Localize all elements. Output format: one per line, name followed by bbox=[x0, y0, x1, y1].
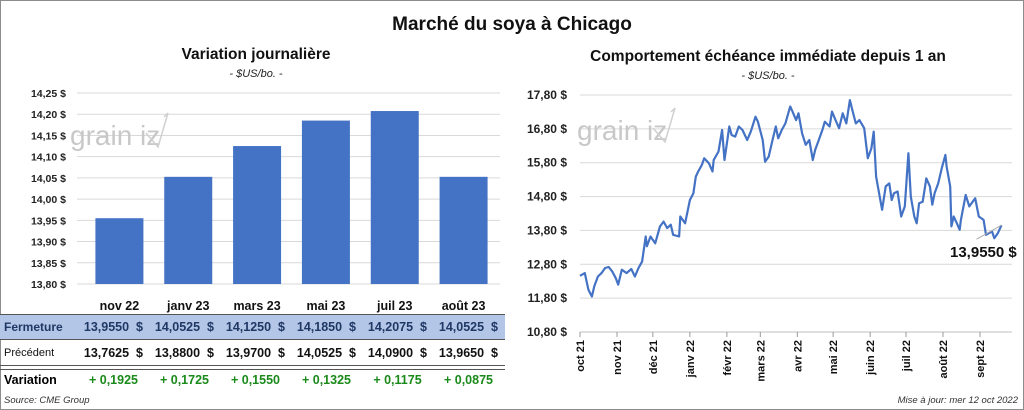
line-chart-title: Comportement échéance immédiate depuis 1… bbox=[590, 48, 946, 65]
x-tick-label: janv 23 bbox=[166, 299, 209, 313]
y-tick-label: 13,95 $ bbox=[31, 215, 66, 227]
cell: 14,1250 $ bbox=[225, 320, 285, 334]
line-chart-subtitle: - $US/bo. - bbox=[741, 70, 795, 82]
bar bbox=[301, 120, 350, 284]
watermark-w-mark bbox=[145, 112, 169, 149]
source-note: Source: CME Group bbox=[4, 395, 90, 406]
y-tick-label: 14,20 $ bbox=[31, 109, 66, 121]
watermark-logo: grain iz bbox=[577, 115, 667, 146]
cell: + 0,1325 bbox=[301, 373, 351, 387]
bar-chart: 14,25 $ 14,20 $ 14,15 $ 14,10 $ 14,05 $ 14,00… bbox=[31, 88, 500, 313]
x-tick-label: oct 21 bbox=[575, 340, 587, 372]
bar bbox=[164, 176, 213, 284]
y-tick-label: 13,85 $ bbox=[31, 258, 66, 270]
y-tick-label: 13,80 $ bbox=[31, 279, 66, 291]
x-tick-label: août 23 bbox=[442, 299, 486, 313]
x-tick-label: juil 23 bbox=[376, 299, 412, 313]
table-row-precedent: Précédent 13,7625 $ 13,8800 $ 13,9700 $ … bbox=[0, 341, 505, 365]
cell: 14,0525 $ bbox=[154, 320, 214, 334]
cell: 14,0525 $ bbox=[296, 346, 356, 360]
x-tick-label: sept 22 bbox=[975, 340, 987, 378]
row-label: Précédent bbox=[4, 347, 55, 359]
y-tick-label: 14,00 $ bbox=[31, 194, 66, 206]
y-tick-label: 11,80 $ bbox=[528, 291, 568, 305]
last-value-leader bbox=[976, 224, 1002, 240]
bar-chart-subtitle: - $US/bo. - bbox=[229, 68, 283, 80]
x-tick-label: mars 23 bbox=[233, 299, 280, 313]
bar bbox=[95, 218, 144, 284]
cell: + 0,0875 bbox=[443, 373, 493, 387]
x-tick-label: mai 23 bbox=[306, 299, 345, 313]
row-label: Fermeture bbox=[4, 320, 63, 334]
y-tick-label: 14,10 $ bbox=[31, 152, 66, 164]
y-tick-label: 14,15 $ bbox=[31, 130, 66, 142]
x-tick-label: mai 22 bbox=[828, 340, 840, 374]
bar bbox=[370, 111, 419, 285]
x-tick-label: févr 22 bbox=[722, 340, 734, 375]
cell: 13,9700 $ bbox=[225, 346, 285, 360]
x-tick-label: janv 22 bbox=[685, 340, 697, 378]
x-tick-label: juin 22 bbox=[865, 340, 877, 376]
line-chart: 17,80 $ 16,80 $ 15,80 $ 14,80 $ 13,80 $ 12,80… bbox=[527, 88, 1012, 382]
bar bbox=[439, 176, 488, 284]
main-title: Marché du soya à Chicago bbox=[392, 14, 632, 35]
table-row-variation: Variation + 0,1925 + 0,1725 + 0,1550 + 0… bbox=[0, 368, 505, 392]
update-note: Mise à jour: mer 12 oct 2022 bbox=[897, 395, 1018, 406]
x-tick-label: nov 22 bbox=[100, 299, 140, 313]
x-tick-label: avr 22 bbox=[792, 340, 804, 372]
cell: + 0,1925 bbox=[88, 373, 138, 387]
watermark-w-mark bbox=[652, 107, 676, 144]
watermark-logo: grain iz bbox=[70, 120, 160, 151]
last-value-label: 13,9550 $ bbox=[950, 244, 1017, 261]
price-line bbox=[579, 98, 1003, 298]
cell: + 0,1550 bbox=[230, 373, 280, 387]
table-divider bbox=[0, 365, 505, 370]
cell: 13,7625 $ bbox=[83, 346, 143, 360]
row-label: Variation bbox=[4, 373, 57, 387]
y-tick-label: 13,80 $ bbox=[527, 223, 567, 237]
y-tick-label: 14,05 $ bbox=[31, 173, 66, 185]
x-tick-label: août 22 bbox=[938, 340, 950, 379]
x-tick-label: déc 21 bbox=[648, 340, 660, 374]
x-tick-label: juil 22 bbox=[901, 340, 913, 372]
y-tick-label: 15,80 $ bbox=[527, 156, 567, 170]
y-tick-label: 16,80 $ bbox=[527, 122, 567, 136]
cell: 14,1850 $ bbox=[296, 320, 356, 334]
y-tick-label: 17,80 $ bbox=[527, 88, 567, 102]
y-tick-label: 14,80 $ bbox=[527, 190, 567, 204]
y-tick-label: 12,80 $ bbox=[527, 257, 567, 271]
table-row-fermeture: Fermeture 13,9550 $ 14,0525 $ 14,1250 $ … bbox=[0, 314, 505, 340]
cell: 14,0525 $ bbox=[438, 320, 498, 334]
cell: 13,8800 $ bbox=[154, 346, 214, 360]
x-tick-label: mars 22 bbox=[755, 340, 767, 382]
cell: 13,9550 $ bbox=[83, 320, 143, 334]
cell: 13,9650 $ bbox=[438, 346, 498, 360]
y-tick-label: 10,80 $ bbox=[527, 325, 567, 339]
bar-chart-title: Variation journalière bbox=[181, 46, 331, 63]
cell: + 0,1175 bbox=[373, 373, 422, 387]
y-tick-label: 13,90 $ bbox=[31, 237, 66, 249]
cell: + 0,1725 bbox=[159, 373, 209, 387]
y-tick-label: 14,25 $ bbox=[31, 88, 66, 100]
x-tick-label: nov 21 bbox=[612, 340, 624, 375]
cell: 14,2075 $ bbox=[367, 320, 427, 334]
bar bbox=[233, 146, 282, 284]
cell: 14,0900 $ bbox=[367, 346, 427, 360]
